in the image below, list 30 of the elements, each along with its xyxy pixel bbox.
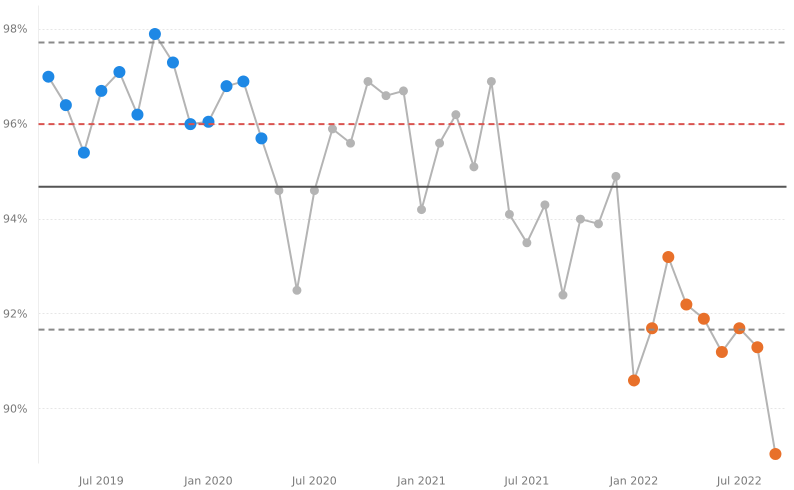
point: [237, 75, 250, 88]
point: [680, 298, 692, 310]
x-tick-label: Jan 2021: [396, 474, 446, 488]
point: [131, 108, 144, 121]
point: [255, 132, 268, 144]
point: [628, 374, 640, 386]
x-tick-label: Jul 2022: [716, 474, 762, 488]
y-tick-label: 92%: [3, 307, 28, 320]
y-tick-label: 96%: [3, 118, 28, 131]
x-tick-label: Jul 2019: [78, 474, 124, 488]
point: [113, 66, 126, 78]
x-tick-label: Jan 2022: [608, 474, 658, 488]
point: [698, 312, 710, 325]
point: [95, 84, 108, 97]
point: [60, 99, 72, 112]
point: [662, 251, 674, 264]
x-tick-label: Jul 2021: [504, 474, 550, 488]
y-tick-label: 98%: [3, 22, 28, 36]
y-tick-label: 94%: [3, 212, 28, 226]
point: [716, 346, 728, 358]
point: [42, 70, 54, 83]
point: [751, 341, 764, 354]
point: [148, 28, 161, 40]
point: [78, 146, 90, 159]
point: [220, 80, 233, 92]
point: [769, 448, 782, 460]
x-tick-label: Jan 2020: [183, 474, 233, 488]
y-tick-label: 90%: [3, 402, 28, 416]
point: [166, 56, 179, 68]
x-tick-label: Jul 2020: [291, 474, 337, 488]
